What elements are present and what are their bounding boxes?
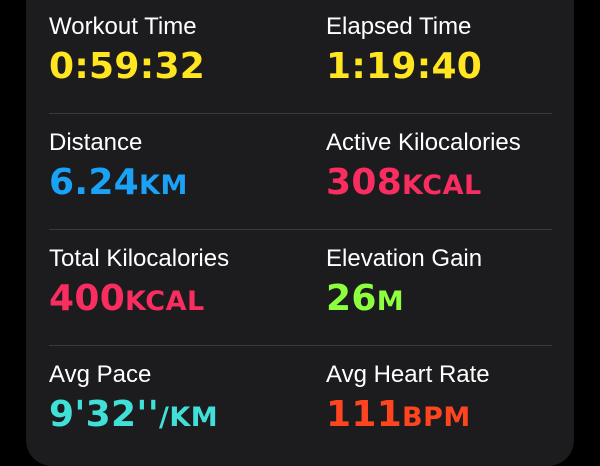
metric-avg-heart-rate: Avg Heart Rate 111BPM — [326, 360, 574, 440]
divider — [326, 345, 552, 346]
divider — [49, 113, 326, 114]
elapsed-time-number: 1:19:40 — [326, 46, 483, 87]
avg-pace-number: 9'32'' — [49, 394, 160, 435]
distance-value: 6.24KM — [49, 161, 299, 208]
workout-time-label: Workout Time — [49, 13, 197, 40]
active-kilocalories-value: 308KCAL — [326, 161, 574, 208]
divider — [49, 345, 326, 346]
distance-unit: KM — [139, 170, 188, 201]
avg-heart-rate-number: 111 — [326, 394, 403, 435]
total-kilocalories-unit: KCAL — [125, 286, 205, 317]
total-kilocalories-label: Total Kilocalories — [49, 245, 230, 272]
elevation-gain-number: 26 — [326, 278, 377, 319]
metric-elapsed-time: Elapsed Time 1:19:40 — [326, 12, 574, 89]
workout-details-card: Workout Time 0:59:32 Elapsed Time 1:19:4… — [26, 0, 574, 466]
avg-heart-rate-unit: BPM — [402, 402, 471, 433]
divider — [326, 113, 552, 114]
workout-time-value: 0:59:32 — [49, 45, 299, 89]
active-kilocalories-unit: KCAL — [402, 170, 482, 201]
divider — [326, 229, 552, 230]
workout-time-number: 0:59:32 — [49, 46, 206, 87]
active-kilocalories-number: 308 — [326, 162, 403, 203]
metric-workout-time: Workout Time 0:59:32 — [49, 12, 299, 89]
avg-heart-rate-value: 111BPM — [326, 393, 574, 440]
metric-active-kilocalories: Active Kilocalories 308KCAL — [326, 128, 574, 208]
avg-pace-label: Avg Pace — [49, 361, 152, 388]
elapsed-time-value: 1:19:40 — [326, 45, 574, 89]
elevation-gain-value: 26M — [326, 277, 574, 324]
metric-elevation-gain: Elevation Gain 26M — [326, 244, 574, 324]
avg-heart-rate-label: Avg Heart Rate — [326, 361, 490, 388]
active-kilocalories-label: Active Kilocalories — [326, 129, 521, 156]
metric-avg-pace: Avg Pace 9'32''/KM — [49, 360, 299, 440]
elevation-gain-label: Elevation Gain — [326, 245, 483, 272]
avg-pace-unit: /KM — [159, 402, 219, 433]
distance-number: 6.24 — [49, 162, 140, 203]
divider — [49, 229, 326, 230]
elevation-gain-unit: M — [376, 286, 405, 317]
total-kilocalories-value: 400KCAL — [49, 277, 299, 324]
elapsed-time-label: Elapsed Time — [326, 13, 472, 40]
distance-label: Distance — [49, 129, 143, 156]
metric-distance: Distance 6.24KM — [49, 128, 299, 208]
avg-pace-value: 9'32''/KM — [49, 393, 299, 440]
metric-total-kilocalories: Total Kilocalories 400KCAL — [49, 244, 299, 324]
total-kilocalories-number: 400 — [49, 278, 126, 319]
